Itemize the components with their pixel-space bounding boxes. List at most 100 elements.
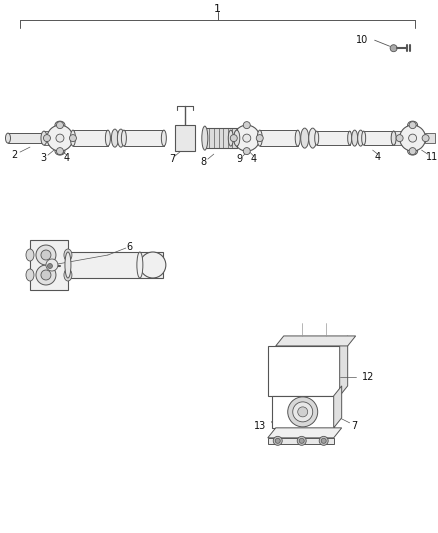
Bar	[44, 131, 60, 145]
Circle shape	[422, 135, 429, 142]
Polygon shape	[268, 346, 340, 396]
Circle shape	[275, 438, 280, 443]
Bar	[231, 130, 247, 146]
Ellipse shape	[117, 129, 124, 147]
Bar	[260, 130, 298, 146]
Bar	[124, 130, 164, 146]
Text: 1: 1	[214, 4, 221, 14]
Circle shape	[70, 135, 76, 142]
Polygon shape	[276, 336, 356, 346]
Ellipse shape	[295, 130, 300, 146]
Circle shape	[399, 125, 426, 151]
Ellipse shape	[106, 130, 110, 146]
Circle shape	[273, 437, 282, 446]
Circle shape	[56, 134, 64, 142]
Text: 7: 7	[352, 421, 358, 431]
Text: 6: 6	[127, 242, 133, 252]
Text: 4: 4	[251, 154, 257, 164]
Text: 2: 2	[11, 150, 17, 160]
Ellipse shape	[362, 131, 366, 145]
Text: 12: 12	[361, 372, 374, 382]
Circle shape	[409, 134, 417, 142]
Ellipse shape	[309, 128, 317, 148]
Ellipse shape	[391, 131, 396, 145]
Circle shape	[297, 437, 306, 446]
Ellipse shape	[71, 130, 75, 146]
Circle shape	[396, 135, 403, 142]
Bar	[394, 131, 413, 145]
Bar	[175, 125, 195, 151]
Bar	[317, 131, 350, 145]
Polygon shape	[268, 428, 342, 438]
Bar	[68, 252, 163, 278]
Circle shape	[409, 122, 416, 128]
Ellipse shape	[64, 249, 72, 261]
Text: 8: 8	[201, 157, 207, 167]
Bar	[30, 240, 68, 290]
Text: 10: 10	[356, 35, 368, 45]
Text: 9: 9	[237, 154, 243, 164]
Ellipse shape	[64, 269, 72, 281]
Ellipse shape	[352, 130, 358, 146]
Bar	[219, 128, 223, 148]
Ellipse shape	[26, 269, 34, 281]
Circle shape	[288, 397, 318, 427]
Ellipse shape	[257, 130, 262, 146]
Circle shape	[256, 135, 263, 142]
Circle shape	[299, 438, 304, 443]
Circle shape	[298, 407, 308, 417]
Ellipse shape	[41, 131, 47, 145]
Bar	[364, 131, 394, 145]
Circle shape	[319, 437, 328, 446]
Text: 3: 3	[40, 153, 46, 163]
Circle shape	[390, 45, 397, 52]
Circle shape	[409, 148, 416, 155]
Bar	[209, 128, 214, 148]
Circle shape	[47, 125, 73, 151]
Bar	[8, 133, 43, 143]
Ellipse shape	[408, 147, 417, 155]
Circle shape	[36, 245, 56, 265]
Circle shape	[36, 265, 56, 285]
Circle shape	[293, 402, 313, 422]
Ellipse shape	[202, 126, 208, 150]
Ellipse shape	[65, 252, 71, 278]
Ellipse shape	[301, 128, 309, 148]
Circle shape	[57, 122, 64, 128]
Ellipse shape	[55, 121, 65, 129]
Ellipse shape	[26, 249, 34, 261]
Ellipse shape	[55, 147, 65, 155]
Ellipse shape	[358, 130, 364, 146]
Ellipse shape	[392, 131, 396, 145]
Polygon shape	[340, 336, 348, 396]
Ellipse shape	[111, 129, 118, 147]
Circle shape	[41, 270, 51, 280]
Ellipse shape	[234, 130, 240, 146]
Polygon shape	[334, 386, 342, 428]
Ellipse shape	[137, 252, 143, 278]
Circle shape	[321, 438, 326, 443]
Circle shape	[57, 148, 64, 155]
Circle shape	[243, 134, 251, 142]
Circle shape	[234, 125, 260, 151]
Polygon shape	[268, 438, 334, 444]
Ellipse shape	[161, 130, 166, 146]
Bar	[73, 130, 108, 146]
Bar	[223, 128, 228, 148]
Ellipse shape	[408, 121, 417, 129]
Circle shape	[46, 259, 58, 271]
Circle shape	[243, 122, 250, 128]
Text: 4: 4	[374, 152, 381, 162]
Ellipse shape	[348, 131, 352, 145]
Text: 4: 4	[64, 153, 70, 163]
Bar	[228, 128, 232, 148]
Circle shape	[230, 135, 237, 142]
Circle shape	[47, 263, 53, 269]
Circle shape	[140, 252, 166, 278]
Text: 13: 13	[254, 421, 266, 431]
Text: 11: 11	[425, 152, 438, 162]
Circle shape	[43, 135, 50, 142]
Bar	[205, 128, 209, 148]
Bar	[205, 128, 237, 148]
Ellipse shape	[121, 130, 127, 146]
